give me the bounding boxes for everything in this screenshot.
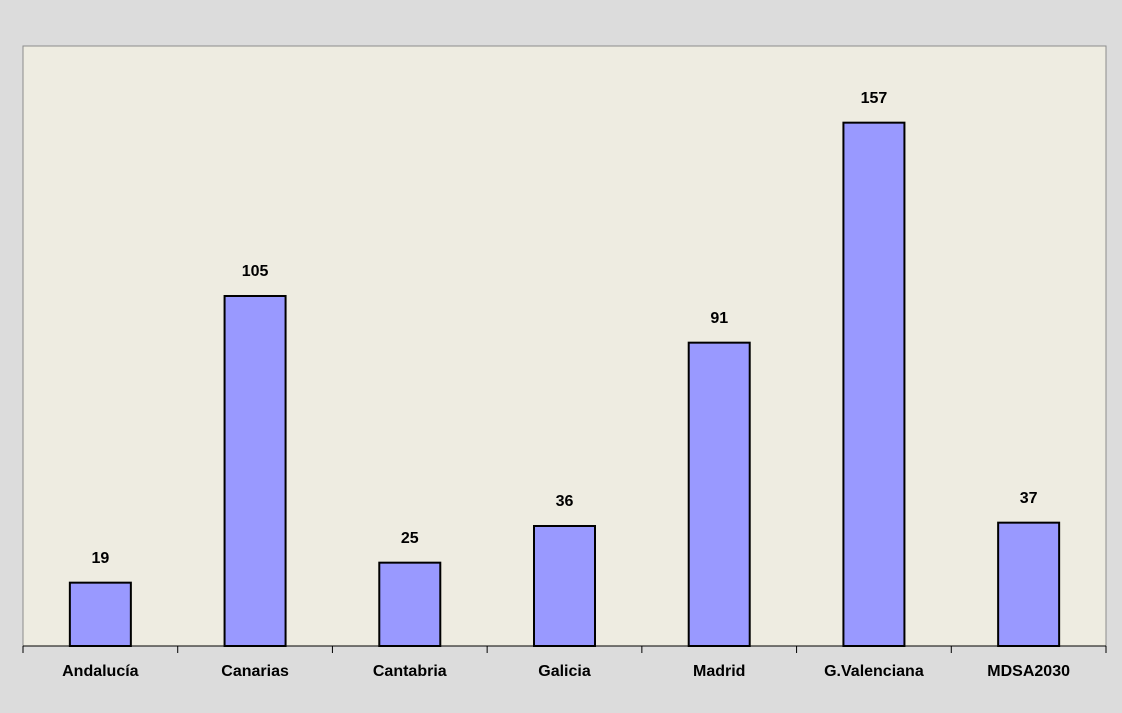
bar [687,341,751,647]
bar [378,561,442,648]
value-label: 37 [1020,490,1038,507]
bar [842,121,906,647]
x-tick-label: Madrid [693,663,745,680]
bar [68,581,132,648]
x-tick-label: Canarias [221,663,289,680]
bar [997,521,1061,648]
value-label: 19 [91,550,109,567]
value-label: 25 [401,530,419,547]
x-tick-label: Andalucía [62,663,139,680]
value-label: 105 [242,263,269,280]
bar [533,525,596,647]
value-label: 36 [556,493,574,510]
x-tick-label: Galicia [538,663,591,680]
bar [223,295,287,647]
x-tick-label: Cantabria [373,663,447,680]
value-label: 91 [710,310,728,327]
x-tick-label: G.Valenciana [824,663,924,680]
value-label: 157 [861,90,888,107]
x-tick-label: MDSA2030 [987,663,1070,680]
